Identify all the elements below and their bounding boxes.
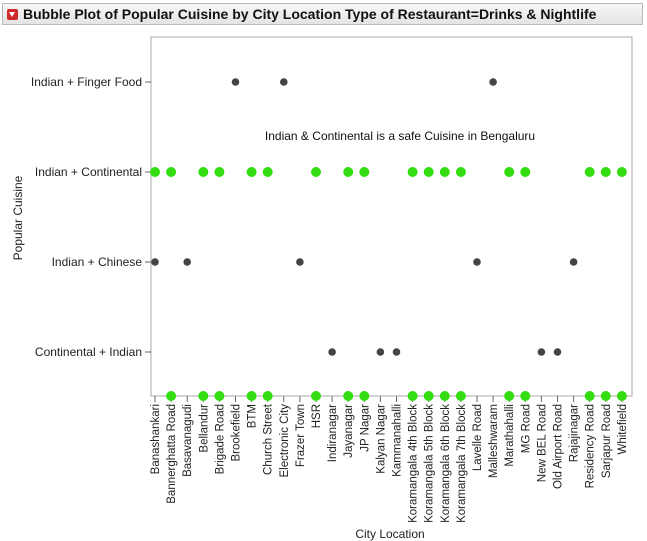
x-tick-label-banashankari: Banashankari <box>150 404 162 474</box>
point-old-airport-road-continental-indian <box>553 348 562 356</box>
x-tick-label-koramangala-7th-block: Koramangala 7th Block <box>456 404 468 523</box>
point-church-street-indian-continental <box>262 167 273 177</box>
x-tick-label-malleshwaram: Malleshwaram <box>488 404 500 478</box>
point-sarjapur-road-indian-continental <box>600 167 611 177</box>
x-tick-label-whitefield: Whitefield <box>617 404 629 455</box>
x-tick-label-old-airport-road: Old Airport Road <box>553 404 565 489</box>
point-lavelle-road-indian-chinese <box>473 258 481 266</box>
point-koramangala-7th-block-indian-continental <box>455 167 466 177</box>
point-koramangala-6th-block-indian-continental <box>439 167 450 177</box>
point-rajajinagar-indian-chinese <box>569 258 578 266</box>
x-tick-label-mg-road: MG Road <box>520 404 532 453</box>
point-malleshwaram-indian-finger-food <box>489 78 497 86</box>
point-koramangala-5th-block-indian-continental <box>423 167 434 177</box>
x-tick-label-church-street: Church Street <box>263 403 275 475</box>
point-marathahalli-indian-continental <box>504 167 515 177</box>
axis-marker-mg-road <box>520 391 531 401</box>
axis-marker-whitefield <box>616 391 627 401</box>
y-tick-label-indian-continental: Indian + Continental <box>35 165 142 179</box>
x-tick-label-electronic-city: Electronic City <box>279 404 291 478</box>
point-hsr-indian-continental <box>311 167 321 177</box>
red-triangle-menu-icon[interactable] <box>7 8 18 20</box>
y-axis: Indian + Finger Food Indian + Continental… <box>31 75 151 359</box>
y-tick-label-indian-finger-food: Indian + Finger Food <box>31 75 142 89</box>
point-electronic-city-indian-finger-food <box>280 78 288 86</box>
data-points <box>150 78 627 401</box>
x-tick-label-kalyan-nagar: Kalyan Nagar <box>375 404 387 474</box>
x-tick-label-frazer-town: Frazer Town <box>295 404 307 467</box>
point-bellandur-indian-continental <box>198 167 209 177</box>
x-tick-label-btm: BTM <box>247 404 259 428</box>
point-jp-nagar-indian-continental <box>359 167 370 177</box>
point-kalyan-nagar-continental-indian <box>376 348 385 356</box>
x-tick-label-koramangala-6th-block: Koramangala 6th Block <box>440 404 452 523</box>
axis-marker-koramangala-7th-block <box>455 391 466 401</box>
point-frazer-town-indian-chinese <box>296 258 304 266</box>
axis-marker-koramangala-5th-block <box>423 391 434 401</box>
x-tick-label-bannerghatta-road: Bannerghatta Road <box>166 404 178 504</box>
x-tick-label-bellandur: Bellandur <box>198 404 210 453</box>
point-banashankari-indian-continental <box>150 167 160 177</box>
x-axis: Banashankari Bannerghatta Road Basavanagud… <box>150 396 629 523</box>
point-brigade-road-indian-continental <box>214 167 225 177</box>
plot-frame <box>150 36 633 397</box>
x-tick-label-jp-nagar: JP Nagar <box>359 404 371 452</box>
axis-marker-koramangala-6th-block <box>439 391 450 401</box>
axis-marker-koramangala-4th-block <box>407 391 418 401</box>
point-residency-road-indian-continental <box>584 167 595 177</box>
x-tick-label-residency-road: Residency Road <box>585 404 597 488</box>
x-tick-label-brigade-road: Brigade Road <box>214 404 226 474</box>
point-koramangala-4th-block-indian-continental <box>407 167 418 177</box>
axis-marker-jp-nagar <box>359 391 370 401</box>
x-tick-label-sarjapur-road: Sarjapur Road <box>601 404 613 478</box>
point-btm-indian-continental <box>246 167 257 177</box>
chart-title: Bubble Plot of Popular Cuisine by City L… <box>23 6 597 22</box>
x-tick-label-new-bel-road: New BEL Road <box>536 404 548 482</box>
x-tick-label-marathahalli: Marathahalli <box>504 404 516 467</box>
x-tick-label-jayanagar: Jayanagar <box>343 404 355 458</box>
x-tick-label-basavanagudi: Basavanagudi <box>182 404 194 477</box>
y-tick-label-continental-indian: Continental + Indian <box>35 345 142 359</box>
axis-marker-jayanagar <box>343 391 354 401</box>
point-bannerghatta-road-indian-continental <box>166 167 177 177</box>
point-brookefield-indian-finger-food <box>231 78 240 86</box>
x-axis-title: City Location <box>355 527 424 541</box>
axis-marker-church-street <box>262 391 273 401</box>
x-tick-label-koramangala-5th-block: Koramangala 5th Block <box>424 404 436 523</box>
point-jayanagar-indian-continental <box>343 167 354 177</box>
report-header: Bubble Plot of Popular Cuisine by City L… <box>2 3 643 25</box>
y-tick-label-indian-chinese: Indian + Chinese <box>52 255 143 269</box>
x-tick-label-brookefield: Brookefield <box>231 404 243 462</box>
y-axis-title: Popular Cuisine <box>11 175 25 260</box>
point-whitefield-indian-continental <box>616 167 627 177</box>
axis-marker-sarjapur-road <box>600 391 611 401</box>
x-tick-label-kammanahalli: Kammanahalli <box>392 404 404 477</box>
point-indiranagar-continental-indian <box>328 348 336 356</box>
x-tick-label-koramangala-4th-block: Koramangala 4th Block <box>408 404 420 523</box>
point-kammanahalli-continental-indian <box>392 348 401 356</box>
x-tick-label-indiranagar: Indiranagar <box>327 404 339 462</box>
x-tick-label-lavelle-road: Lavelle Road <box>472 404 484 471</box>
axis-marker-hsr <box>311 391 321 401</box>
point-new-bel-road-continental-indian <box>537 348 546 356</box>
axis-marker-btm <box>246 391 257 401</box>
axis-marker-bannerghatta-road <box>166 391 177 401</box>
axis-marker-marathahalli <box>504 391 515 401</box>
x-tick-label-rajajinagar: Rajajinagar <box>569 404 581 462</box>
axis-marker-residency-road <box>584 391 595 401</box>
x-tick-label-hsr: HSR <box>311 404 323 428</box>
point-basavanagudi-indian-chinese <box>183 258 191 266</box>
point-banashankari-indian-chinese <box>151 258 159 266</box>
axis-marker-bellandur <box>198 391 209 401</box>
chart-annotation: Indian & Continental is a safe Cuisine i… <box>265 129 535 143</box>
axis-marker-brigade-road <box>214 391 225 401</box>
point-mg-road-indian-continental <box>520 167 531 177</box>
